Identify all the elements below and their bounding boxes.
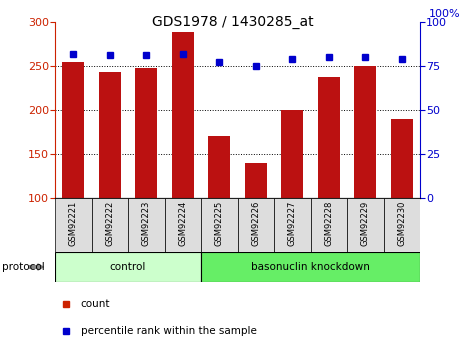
Bar <box>92 198 128 252</box>
Bar <box>55 252 201 282</box>
Text: GSM92229: GSM92229 <box>361 201 370 246</box>
Text: protocol: protocol <box>2 262 45 272</box>
Bar <box>55 198 92 252</box>
Bar <box>135 68 157 198</box>
Text: 100%: 100% <box>428 9 460 19</box>
Bar <box>391 119 413 198</box>
Text: percentile rank within the sample: percentile rank within the sample <box>80 326 256 336</box>
Bar <box>281 110 303 198</box>
Bar <box>354 66 376 198</box>
Text: GSM92230: GSM92230 <box>397 201 406 246</box>
Bar <box>245 163 267 198</box>
Bar <box>238 198 274 252</box>
Text: count: count <box>80 299 110 309</box>
Bar <box>99 72 121 198</box>
Bar <box>128 198 165 252</box>
Text: GSM92224: GSM92224 <box>178 201 187 246</box>
Text: GDS1978 / 1430285_at: GDS1978 / 1430285_at <box>152 15 313 29</box>
Bar <box>311 198 347 252</box>
Bar <box>62 62 84 198</box>
Bar <box>201 252 420 282</box>
Text: GSM92226: GSM92226 <box>251 201 260 246</box>
Bar <box>165 198 201 252</box>
Text: basonuclin knockdown: basonuclin knockdown <box>251 262 370 272</box>
Text: control: control <box>110 262 146 272</box>
Bar <box>208 136 230 198</box>
Bar <box>274 198 311 252</box>
Text: GSM92228: GSM92228 <box>324 201 333 246</box>
Bar <box>172 32 194 198</box>
Bar <box>318 77 340 198</box>
Text: GSM92223: GSM92223 <box>142 201 151 246</box>
Text: GSM92225: GSM92225 <box>215 201 224 246</box>
Bar <box>201 198 238 252</box>
Bar <box>347 198 384 252</box>
Bar <box>384 198 420 252</box>
Text: GSM92221: GSM92221 <box>69 201 78 246</box>
Text: GSM92222: GSM92222 <box>105 201 114 246</box>
Text: GSM92227: GSM92227 <box>288 201 297 246</box>
